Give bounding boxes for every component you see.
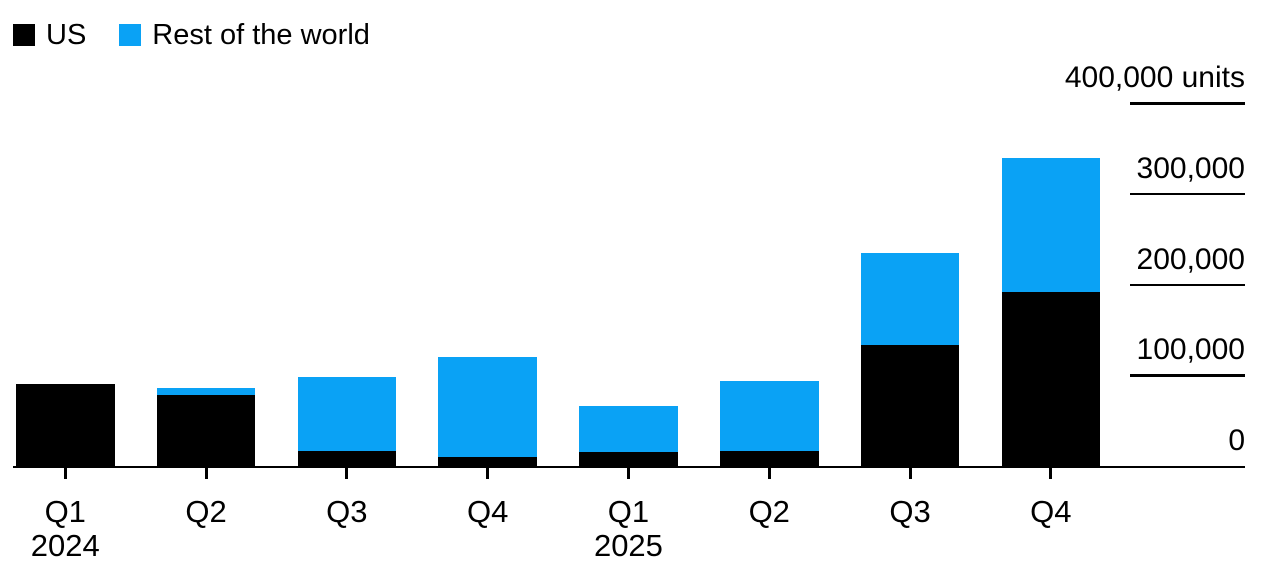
bar-2-rest-of-world-segment	[156, 387, 256, 396]
gridline-200000	[1130, 283, 1245, 286]
bar-2-us-segment	[156, 395, 256, 466]
y-axis-label-200000: 200,000	[1136, 242, 1245, 276]
us-swatch	[13, 24, 35, 46]
bar-3-rest-of-world-segment	[297, 377, 397, 451]
x-axis-tick-3	[345, 466, 349, 479]
x-axis-label-4: Q4	[466, 494, 509, 529]
gridline-100000	[1130, 374, 1245, 377]
x-axis-label-5: Q1	[607, 494, 650, 529]
x-axis-label-3: Q3	[326, 494, 368, 529]
bar-3-us-segment	[297, 450, 397, 466]
x-axis-label-2: Q2	[185, 494, 227, 529]
x-axis-year-label-2024: 2024	[30, 528, 100, 563]
bar-5-us-segment	[579, 452, 678, 466]
x-axis-label-6: Q2	[748, 494, 790, 529]
bar-6-rest-of-world-segment	[720, 380, 819, 452]
bar-5-rest-of-world-segment	[579, 406, 678, 453]
rest-of-world-swatch	[119, 24, 142, 46]
x-axis-label-1: Q1	[44, 494, 86, 529]
x-axis-tick-2	[204, 466, 208, 479]
bar-7-rest-of-world-segment	[860, 252, 960, 346]
y-axis-label-0: 0	[1228, 424, 1245, 457]
x-axis-tick-6	[767, 466, 771, 479]
bar-8-rest-of-world-segment	[1001, 158, 1101, 292]
bar-4-rest-of-world-segment	[438, 357, 537, 457]
bar-7-us-segment	[860, 345, 960, 466]
bar-4-us-segment	[438, 456, 537, 466]
y-axis-label-100000: 100,000	[1136, 333, 1245, 367]
x-axis-tick-1	[63, 466, 67, 479]
bar-1-us-segment	[16, 384, 115, 466]
x-axis-label-7: Q3	[889, 494, 931, 529]
bar-6-us-segment	[720, 451, 819, 466]
legend-label-rest-of-world: Rest of the world	[152, 19, 370, 51]
x-axis-tick-5	[626, 466, 630, 479]
x-axis-tick-8	[1049, 466, 1053, 479]
legend-item-rest-of-world: Rest of the world	[119, 19, 370, 51]
legend-label-us: US	[46, 19, 87, 51]
gridline-400000	[1130, 102, 1245, 105]
y-axis-label-300000: 300,000	[1136, 151, 1245, 185]
x-axis-tick-7	[908, 466, 912, 479]
x-axis-label-8: Q4	[1030, 494, 1072, 529]
x-axis-tick-4	[486, 466, 490, 479]
y-axis-label-400000: 400,000 units	[1064, 61, 1245, 94]
chart-legend: US Rest of the world	[13, 19, 370, 51]
bar-8-us-segment	[1001, 291, 1101, 466]
x-axis-year-label-2025: 2025	[593, 528, 663, 563]
gridline-300000	[1130, 192, 1245, 196]
legend-item-us: US	[13, 19, 87, 51]
